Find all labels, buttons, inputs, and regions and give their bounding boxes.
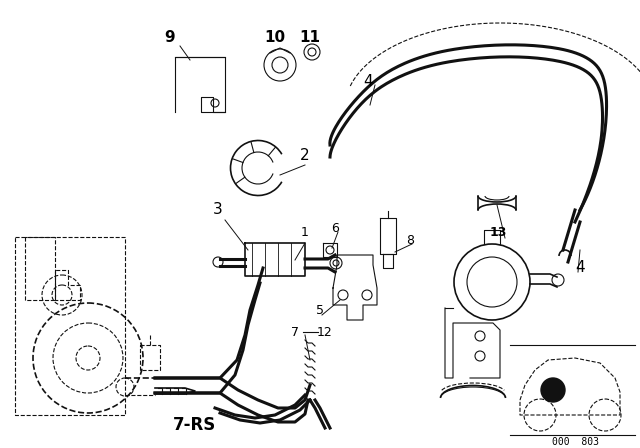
Text: 4: 4 (575, 260, 585, 276)
Text: 9: 9 (164, 30, 175, 46)
Text: 6: 6 (331, 221, 339, 234)
Text: 10: 10 (264, 30, 285, 46)
Text: 3: 3 (213, 202, 223, 217)
Text: 11: 11 (300, 30, 321, 46)
Text: 7: 7 (291, 326, 299, 339)
Text: 2: 2 (300, 147, 310, 163)
Text: 1: 1 (301, 225, 309, 238)
Text: 000  803: 000 803 (552, 437, 598, 447)
Text: 4: 4 (363, 74, 373, 90)
Text: 7-RS: 7-RS (173, 416, 216, 434)
Text: 8: 8 (406, 233, 414, 246)
Circle shape (541, 378, 565, 402)
Bar (15, 237, 125, 415)
Text: 12: 12 (317, 326, 333, 339)
Text: 5: 5 (316, 303, 324, 316)
Text: 13: 13 (490, 225, 507, 238)
